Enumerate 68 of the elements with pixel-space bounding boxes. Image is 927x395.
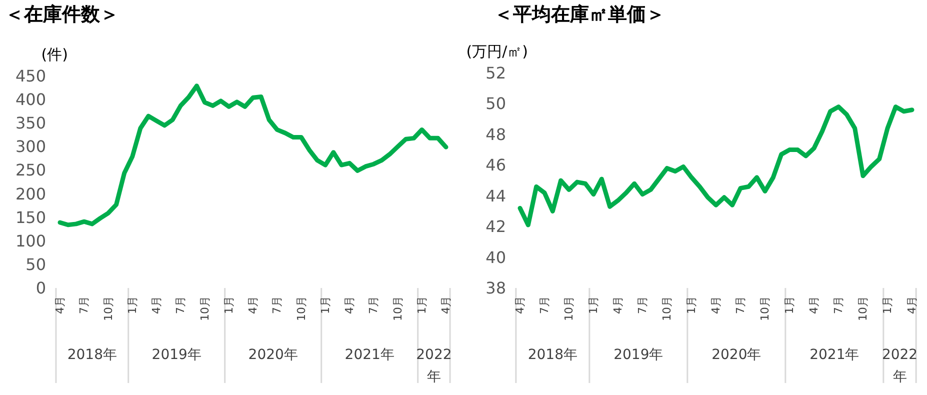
x-tick-label: 10月 [758, 296, 772, 321]
y-tick-label: 40 [486, 248, 506, 267]
x-tick-label: 1月 [415, 296, 428, 314]
x-tick-label: 4月 [710, 296, 722, 314]
y-tick-label: 350 [15, 114, 46, 133]
text: 2020年 [248, 347, 298, 363]
x-tick-label: 1月 [318, 296, 332, 314]
text: 2019年 [152, 347, 202, 363]
x-tick-label: 7月 [734, 296, 747, 314]
x-tick-label: 7月 [636, 296, 649, 314]
text: 2020年 [712, 347, 762, 363]
x-tick-label: 10月 [198, 296, 212, 321]
y-tick-label: 250 [15, 160, 46, 180]
text: 2018年 [67, 347, 117, 363]
y-tick-label: 44 [486, 186, 506, 206]
y-tick-label: 150 [15, 208, 46, 227]
text: 2019年 [614, 347, 664, 363]
text: 2022年 [416, 347, 452, 385]
y-tick-label: 50 [26, 254, 46, 274]
x-tick-label: 1月 [222, 296, 236, 314]
x-tick-label: 7月 [174, 296, 188, 314]
x-tick-label: 1月 [783, 296, 796, 314]
x-tick-label: 4月 [343, 296, 356, 314]
x-tick-label: 4月 [246, 296, 260, 314]
x-tick-label: 1月 [685, 296, 698, 314]
x-tick-label: 10月 [660, 296, 674, 321]
y-tick-label: 0 [36, 278, 46, 298]
x-tick-label: 10月 [391, 296, 404, 321]
x-tick-label: 7月 [270, 296, 284, 314]
x-tick-label: 10月 [294, 296, 308, 321]
text: 2021年 [344, 347, 394, 363]
x-tick-label: 7月 [538, 296, 551, 314]
y-tick-label: 400 [15, 90, 46, 110]
y-tick-label: 38 [486, 278, 506, 298]
line-series [518, 104, 914, 228]
y-tick-label: 50 [486, 94, 506, 114]
x-tick-label: 7月 [832, 296, 845, 314]
x-tick-label: 4月 [612, 296, 624, 314]
x-tick-label: 1月 [881, 296, 894, 314]
x-tick-label: 4月 [440, 296, 452, 314]
y-tick-label: 200 [15, 184, 46, 204]
text: 2022年 [882, 347, 918, 385]
y-tick-label: 100 [15, 231, 46, 250]
y-tick-label: 450 [15, 66, 46, 86]
x-tick-label: 1月 [126, 296, 139, 314]
x-tick-label: 4月 [808, 296, 820, 314]
x-tick-label: 10月 [562, 296, 576, 321]
y-axis-title: (件) [41, 46, 68, 64]
x-tick-label: 4月 [150, 296, 163, 314]
line-series [58, 84, 448, 228]
y-tick-label: 42 [486, 217, 506, 236]
y-tick-label: 300 [15, 137, 46, 156]
x-tick-label: 7月 [367, 296, 380, 314]
y-tick-label: 46 [486, 156, 506, 175]
chart-title: ＜在庫件数＞ [5, 4, 119, 26]
x-tick-label: 4月 [54, 296, 66, 314]
x-tick-label: 4月 [514, 296, 526, 314]
x-tick-label: 7月 [78, 296, 91, 314]
x-tick-label: 4月 [906, 296, 918, 314]
x-tick-label: 1月 [587, 296, 600, 314]
text: 2018年 [528, 347, 578, 363]
x-tick-label: 10月 [856, 296, 870, 321]
y-axis-title: (万円/㎡) [466, 42, 528, 60]
chart-title: ＜平均在庫㎡単価＞ [494, 4, 665, 26]
text: 2021年 [810, 347, 860, 363]
y-tick-label: 48 [486, 124, 506, 144]
y-tick-label: 52 [486, 64, 506, 82]
x-tick-label: 10月 [102, 296, 115, 321]
